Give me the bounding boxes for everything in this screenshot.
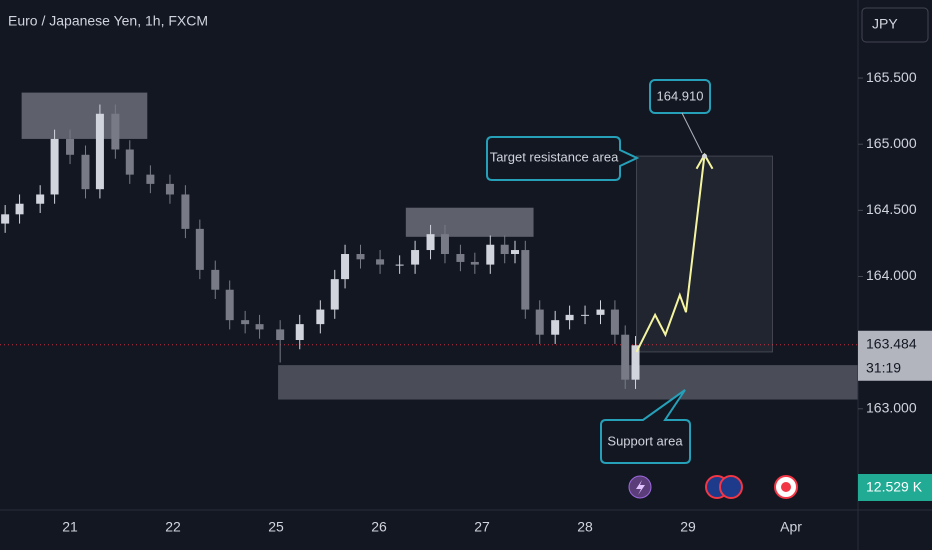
- y-tick-label: 163.000: [866, 399, 917, 415]
- candle-body: [81, 154, 90, 190]
- target-point: [702, 153, 708, 159]
- event-icon[interactable]: [719, 475, 743, 499]
- candle-body: [95, 113, 104, 190]
- candle-body: [241, 320, 250, 325]
- chart-title: Euro / Japanese Yen, 1h, FXCM: [8, 13, 208, 29]
- candle-body: [511, 250, 520, 255]
- candle-body: [521, 250, 530, 310]
- annotation: Target resistance area: [490, 149, 619, 164]
- candle-body: [500, 244, 509, 255]
- x-tick-label: 22: [165, 519, 181, 535]
- candle-body: [125, 149, 134, 175]
- annotation: Support area: [607, 433, 683, 448]
- candle-body: [596, 309, 605, 315]
- candle-body: [111, 113, 120, 150]
- candle-body: [181, 194, 190, 229]
- event-icon-glyph: [636, 480, 645, 495]
- candle-body: [15, 203, 24, 215]
- x-tick-label: 27: [474, 519, 490, 535]
- candle-body: [225, 289, 234, 321]
- candle-body: [195, 228, 204, 270]
- zone: [278, 365, 858, 400]
- candle-body: [631, 345, 640, 380]
- volume-label: 12.529 K: [866, 479, 923, 495]
- x-tick-label: 26: [371, 519, 387, 535]
- candle-body: [395, 264, 404, 266]
- x-tick-label: 21: [62, 519, 78, 535]
- candle-body: [50, 138, 59, 195]
- candle-body: [295, 324, 304, 340]
- candle-body: [621, 334, 630, 380]
- y-tick-label: 164.500: [866, 201, 917, 217]
- candle-body: [255, 324, 264, 330]
- event-icon-glyph: [781, 482, 791, 492]
- candle-body: [341, 254, 350, 280]
- candle-body: [581, 314, 590, 316]
- candle-body: [376, 259, 385, 265]
- candle-body: [565, 314, 574, 321]
- volume-box: [858, 474, 932, 501]
- candle-body: [66, 138, 75, 155]
- candle-body: [470, 261, 479, 265]
- candle-body: [146, 174, 155, 184]
- candle-body: [36, 194, 45, 204]
- x-tick-label: 28: [577, 519, 593, 535]
- candle-body: [165, 183, 174, 195]
- currency-label: JPY: [872, 16, 898, 32]
- candle-body: [411, 250, 420, 265]
- candle-body: [440, 234, 449, 255]
- zone: [636, 155, 774, 353]
- last-price-label: 163.484: [866, 335, 917, 351]
- candle-body: [330, 279, 339, 310]
- currency-button[interactable]: [861, 7, 929, 43]
- candle-body: [610, 309, 619, 335]
- zone: [405, 207, 534, 237]
- price-axis: 163.000163.500164.000164.500165.000165.5…: [62, 69, 932, 535]
- countdown: 31:19: [866, 359, 901, 375]
- callout-box: [600, 389, 691, 464]
- projection-path: [635, 154, 706, 353]
- candle-body: [551, 320, 560, 335]
- plot-area: [0, 92, 858, 400]
- target-label: 164.910: [657, 88, 704, 103]
- callout-box: [649, 79, 711, 114]
- y-tick-label: 165.000: [866, 135, 917, 151]
- candle-body: [535, 309, 544, 335]
- candle-body: [316, 309, 325, 325]
- x-tick-label: 25: [268, 519, 284, 535]
- last-price-box: [858, 330, 932, 381]
- candle-body: [211, 269, 220, 290]
- candle-body: [456, 254, 465, 262]
- y-tick-label: 165.500: [866, 69, 917, 85]
- candle-body: [426, 234, 435, 251]
- candle-body: [1, 214, 10, 224]
- y-tick-label: 164.000: [866, 267, 917, 283]
- candle-body: [276, 329, 285, 340]
- callout-line: [681, 112, 703, 154]
- x-tick-label: Apr: [780, 519, 802, 535]
- x-tick-label: 29: [680, 519, 696, 535]
- candle-body: [486, 244, 495, 265]
- candle-body: [356, 254, 365, 260]
- callout-box: [486, 136, 640, 181]
- zone: [21, 92, 148, 139]
